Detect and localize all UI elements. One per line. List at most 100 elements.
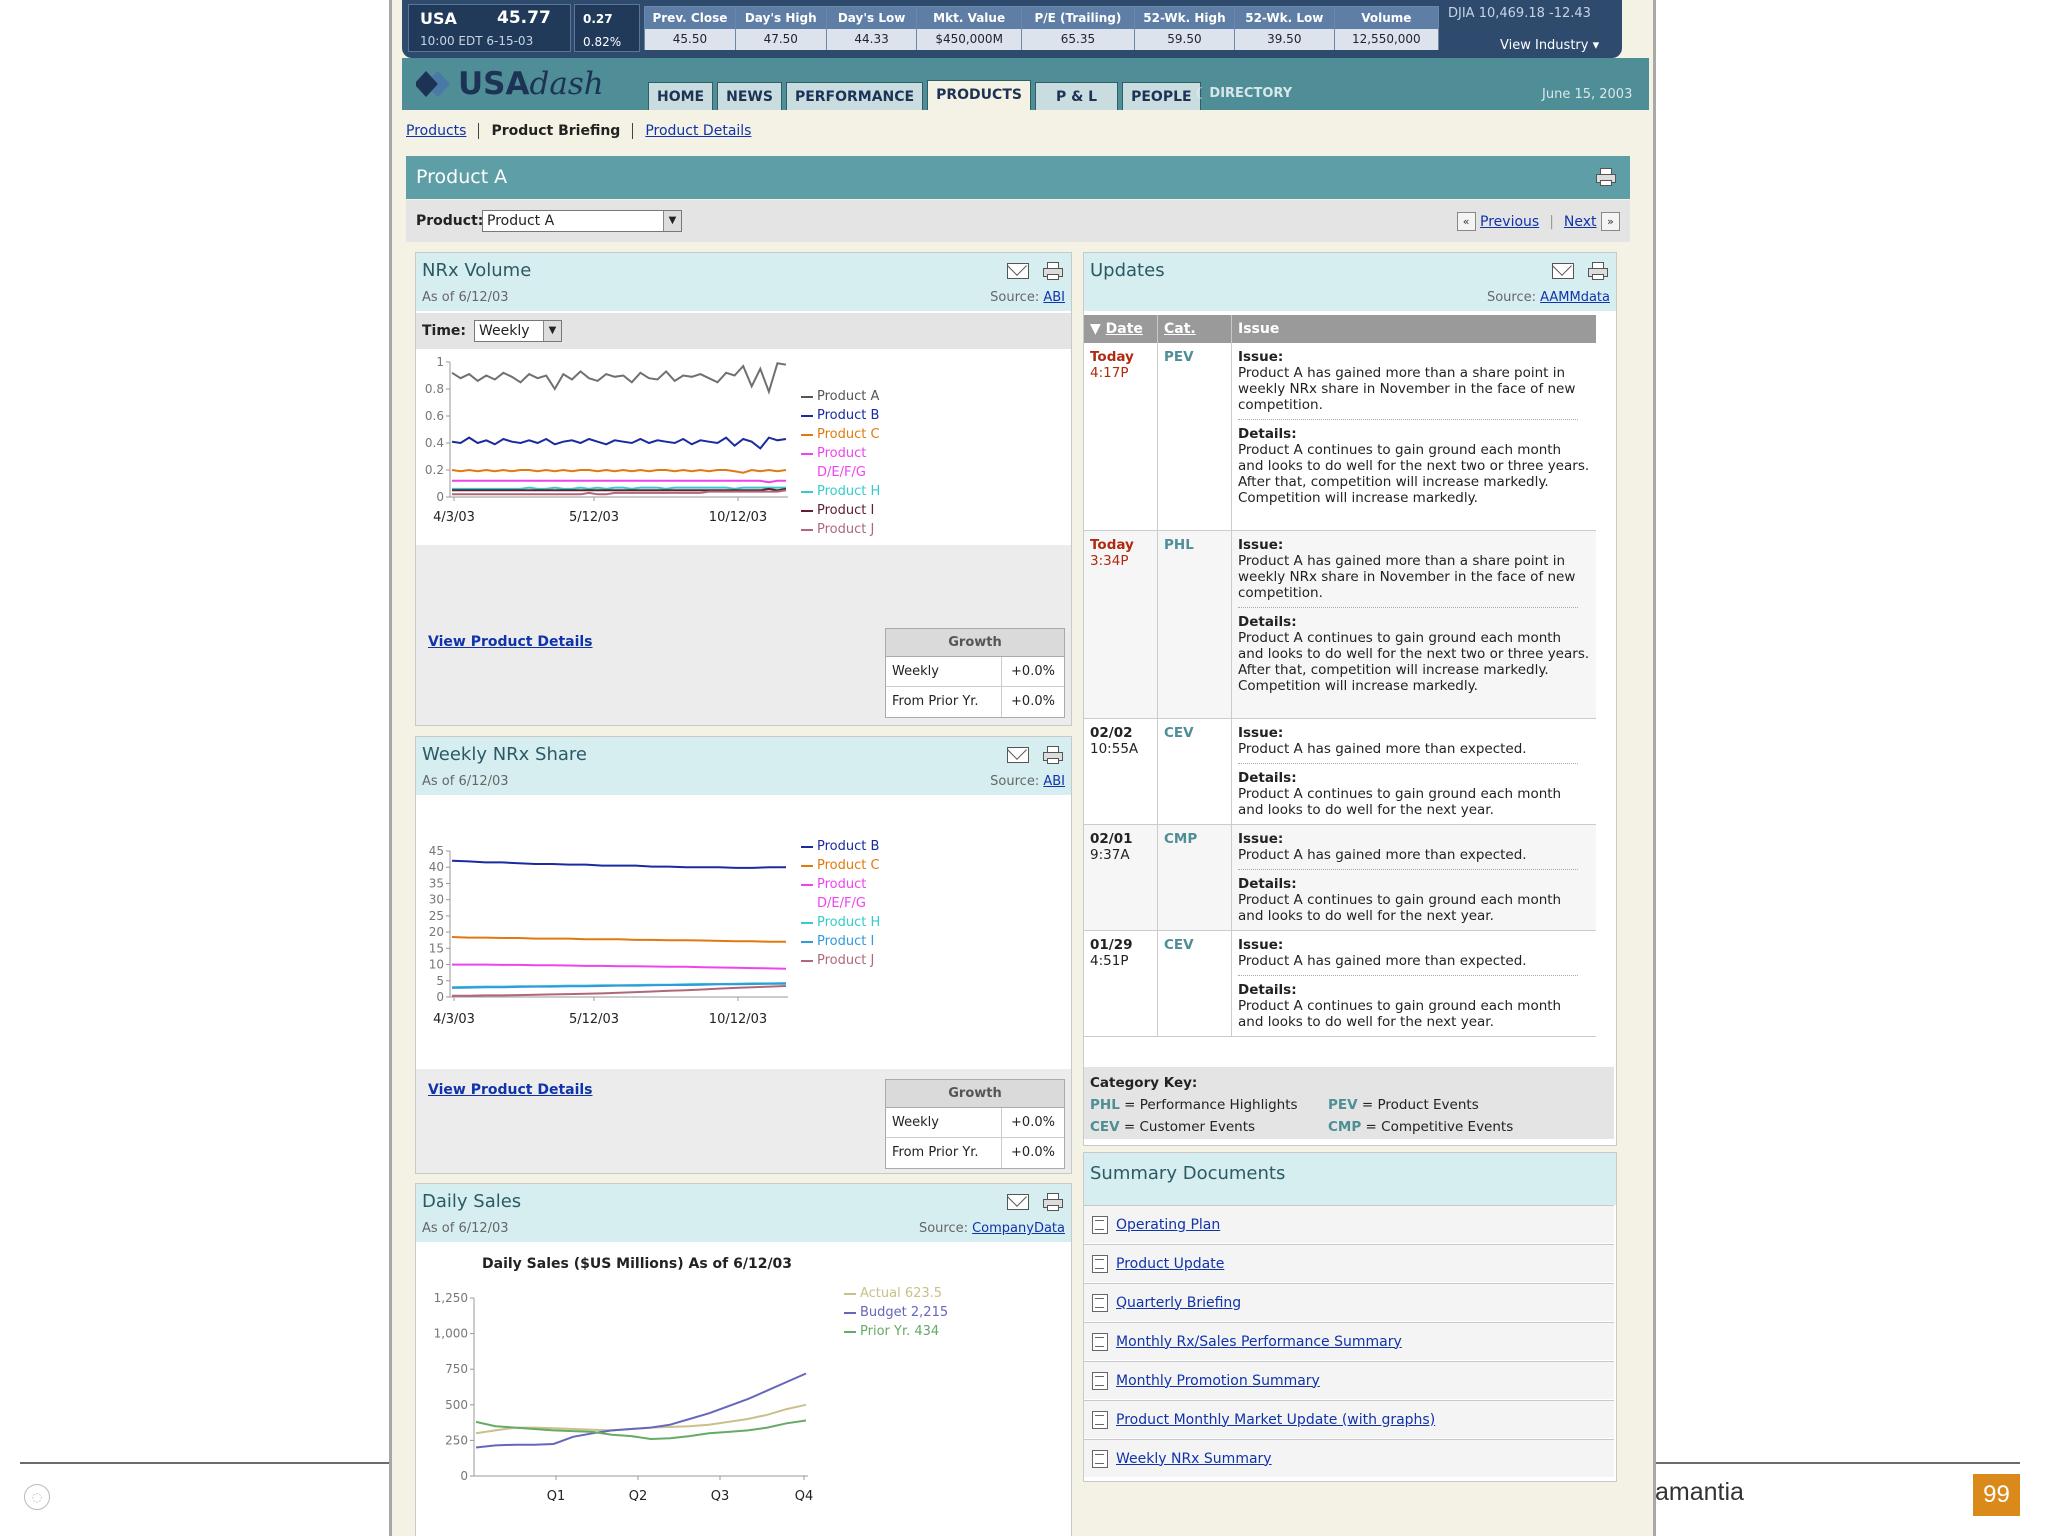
- print-icon[interactable]: [1043, 746, 1063, 764]
- summary-document-item[interactable]: Product Monthly Market Update (with grap…: [1084, 1400, 1614, 1438]
- legend-item: Prior Yr. 434: [844, 1322, 948, 1341]
- print-icon[interactable]: [1588, 262, 1608, 280]
- source-link[interactable]: AAMMdata: [1540, 290, 1610, 305]
- growth-header: Growth: [886, 1080, 1064, 1108]
- document-icon: [1092, 1254, 1108, 1273]
- ticker-price: 45.77: [497, 8, 551, 28]
- print-icon[interactable]: [1043, 1193, 1063, 1211]
- tab-products[interactable]: PRODUCTS: [927, 80, 1031, 110]
- source-link[interactable]: CompanyData: [972, 1221, 1065, 1236]
- update-row[interactable]: Today 4:17P PEV Issue: Product A has gained …: [1084, 343, 1596, 531]
- double-chevron-right-icon[interactable]: »: [1601, 212, 1620, 231]
- ticker-quote: USA 45.77 10:00 EDT 6-15-03: [408, 4, 571, 52]
- update-category: CMP: [1158, 825, 1232, 930]
- panel-title: Daily Sales: [422, 1191, 522, 1212]
- legend-label: Product I: [817, 503, 875, 518]
- x-tick-label: 10/12/03: [709, 510, 767, 525]
- y-tick-label: 1,000: [434, 1327, 468, 1341]
- issue-divider: [1238, 763, 1578, 764]
- summary-documents-panel: Summary Documents Operating Plan Product …: [1083, 1152, 1617, 1482]
- tab-people[interactable]: PEOPLE: [1122, 82, 1201, 110]
- tab-performance[interactable]: PERFORMANCE: [785, 82, 924, 110]
- update-row[interactable]: Today 3:34P PHL Issue: Product A has gained …: [1084, 531, 1596, 719]
- time-filter-bar: Time: Weekly ▼: [416, 313, 1071, 349]
- tab-news[interactable]: NEWS: [717, 82, 782, 110]
- legend-label: Product H: [817, 484, 881, 499]
- category-key-cmp: CMP = Competitive Events: [1328, 1119, 1513, 1135]
- summary-document-item[interactable]: Product Update: [1084, 1244, 1614, 1282]
- summary-document-link[interactable]: Monthly Rx/Sales Performance Summary: [1116, 1333, 1402, 1350]
- summary-document-link[interactable]: Operating Plan: [1116, 1216, 1221, 1233]
- legend-swatch: [801, 415, 813, 417]
- category-key-pev: PEV = Product Events: [1328, 1097, 1479, 1113]
- daily-sales-chart: 0 250 500 750 1,000 1,250 Q1 Q2 Q3 Q4: [434, 1291, 814, 1501]
- document-icon: [1092, 1215, 1108, 1234]
- summary-document-link[interactable]: Weekly NRx Summary: [1116, 1450, 1272, 1467]
- ticker-time: 10:00 EDT 6-15-03: [420, 34, 534, 48]
- chevron-down-icon[interactable]: ▼: [543, 321, 561, 341]
- tab-pl[interactable]: P & L: [1034, 82, 1119, 110]
- time-select[interactable]: Weekly ▼: [474, 320, 562, 342]
- series-line: [451, 362, 787, 395]
- view-industry-dropdown[interactable]: View Industry ▾: [1500, 38, 1600, 53]
- product-select[interactable]: Product A ▼: [482, 210, 682, 232]
- growth-value: +0.0%: [1011, 664, 1055, 679]
- issue-text: Product A has gained more than expected.: [1238, 847, 1527, 863]
- summary-document-item[interactable]: Monthly Promotion Summary: [1084, 1361, 1614, 1399]
- growth-label: From Prior Yr.: [886, 1138, 1002, 1168]
- source-link[interactable]: ABI: [1043, 774, 1065, 789]
- email-icon[interactable]: [1552, 263, 1574, 279]
- y-tick-label: 500: [445, 1398, 468, 1412]
- source-link[interactable]: ABI: [1043, 290, 1065, 305]
- directory-link[interactable]: ❨ DIRECTORY: [1194, 86, 1293, 101]
- legend-swatch: [801, 434, 813, 436]
- panel-source: Source: ABI: [990, 290, 1065, 305]
- summary-document-item[interactable]: Weekly NRx Summary: [1084, 1439, 1614, 1477]
- column-category[interactable]: Cat.: [1158, 315, 1232, 343]
- print-icon[interactable]: [1596, 168, 1616, 186]
- breadcrumb-product-details[interactable]: Product Details: [632, 123, 763, 139]
- tab-home[interactable]: HOME: [648, 82, 714, 110]
- summary-document-link[interactable]: Quarterly Briefing: [1116, 1294, 1242, 1311]
- updates-panel: Updates Source: AAMMdata ▼ Date Cat. Iss…: [1083, 252, 1617, 1146]
- update-date-day: 02/02: [1090, 725, 1133, 741]
- series-line: [452, 985, 787, 997]
- breadcrumb-products[interactable]: Products: [406, 123, 467, 139]
- summary-document-link[interactable]: Product Update: [1116, 1255, 1225, 1272]
- summary-document-item[interactable]: Monthly Rx/Sales Performance Summary: [1084, 1322, 1614, 1360]
- double-chevron-left-icon[interactable]: «: [1456, 212, 1476, 231]
- previous-link[interactable]: Previous: [1480, 213, 1540, 230]
- print-icon[interactable]: [1043, 262, 1063, 280]
- series-line: [452, 479, 786, 484]
- growth-label: From Prior Yr.: [886, 687, 1002, 717]
- update-date: Today 4:17P: [1084, 343, 1158, 530]
- issue-divider: [1238, 869, 1578, 870]
- view-product-details-link[interactable]: View Product Details: [428, 634, 593, 650]
- update-row[interactable]: 02/02 10:55A CEV Issue: Product A has gained…: [1084, 719, 1596, 825]
- category-key-cev: CEV = Customer Events: [1090, 1119, 1255, 1135]
- email-icon[interactable]: [1007, 1194, 1029, 1210]
- column-date[interactable]: ▼ Date: [1084, 315, 1158, 343]
- stat-days-low: Day's Low 44.33: [826, 7, 918, 50]
- view-product-details-link[interactable]: View Product Details: [428, 1082, 593, 1098]
- growth-row-weekly: Weekly +0.0%: [886, 657, 1064, 687]
- update-date-day: 01/29: [1090, 937, 1133, 953]
- update-row[interactable]: 01/29 4:51P CEV Issue: Product A has gained …: [1084, 931, 1596, 1037]
- update-row[interactable]: 02/01 9:37A CMP Issue: Product A has gained …: [1084, 825, 1596, 931]
- email-icon[interactable]: [1007, 747, 1029, 763]
- panel-source: Source: CompanyData: [919, 1221, 1065, 1236]
- summary-document-link[interactable]: Product Monthly Market Update (with grap…: [1116, 1411, 1436, 1428]
- summary-document-item[interactable]: Quarterly Briefing: [1084, 1283, 1614, 1321]
- growth-row-prior-year: From Prior Yr. +0.0%: [886, 1138, 1064, 1168]
- summary-document-link[interactable]: Monthly Promotion Summary: [1116, 1372, 1320, 1389]
- weekly-share-chart: 0 5 10 15 20 25 30 35 40 45 4/3/03 5/12/03 10/12/03: [429, 844, 788, 1027]
- next-link[interactable]: Next: [1563, 213, 1597, 230]
- x-tick-label: 5/12/03: [569, 510, 619, 525]
- key-label: = Customer Events: [1123, 1119, 1256, 1135]
- chevron-down-icon[interactable]: ▼: [663, 211, 681, 231]
- usadash-logo[interactable]: USA dash: [414, 66, 604, 102]
- summary-document-item[interactable]: Operating Plan: [1084, 1205, 1614, 1243]
- prev-next-nav: « Previous | Next »: [1456, 212, 1620, 231]
- email-icon[interactable]: [1007, 263, 1029, 279]
- panel-header: Updates Source: AAMMdata: [1084, 253, 1616, 311]
